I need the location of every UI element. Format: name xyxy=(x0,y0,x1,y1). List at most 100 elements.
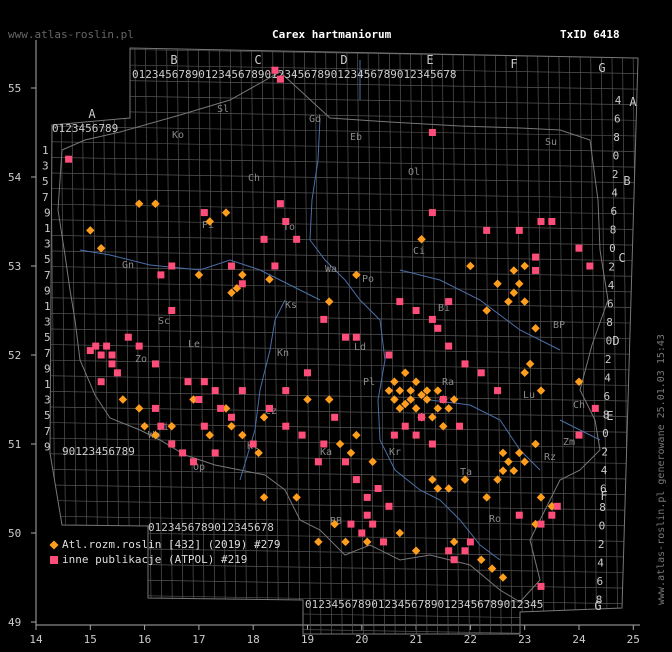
pink-point xyxy=(238,387,246,395)
pink-point xyxy=(227,413,235,421)
grid-line-v xyxy=(505,48,513,634)
grid-line-v xyxy=(229,48,237,634)
right-row-digit: 0 xyxy=(602,427,609,440)
grid-line-v xyxy=(388,48,396,634)
orange-point xyxy=(205,430,215,440)
region-label: To xyxy=(283,222,295,233)
pink-point xyxy=(537,582,545,590)
right-row-digit: 6 xyxy=(610,205,617,218)
region-label: Lu xyxy=(523,390,535,401)
orange-point xyxy=(395,404,405,413)
pink-point xyxy=(217,404,225,412)
pink-point xyxy=(586,262,594,270)
orange-point xyxy=(86,226,95,235)
left-row-digit: 7 xyxy=(44,269,51,282)
pink-point xyxy=(418,413,426,421)
pink-point xyxy=(227,262,235,270)
grid-line-h xyxy=(50,422,638,433)
grid-line-v xyxy=(208,48,216,634)
region-label: Ch xyxy=(573,400,585,411)
left-row-digit: 3 xyxy=(44,394,51,407)
x-tick-label: 21 xyxy=(409,633,422,646)
grid-line-h xyxy=(50,156,638,168)
region-label: Sc xyxy=(158,316,170,327)
grid-line-v xyxy=(611,48,619,634)
right-row-digit: 4 xyxy=(604,372,611,385)
region-label: Ro xyxy=(489,514,501,525)
pink-point xyxy=(97,378,105,386)
orange-point xyxy=(151,430,160,440)
grid-line-h xyxy=(50,359,638,371)
y-tick-label: 53 xyxy=(8,260,21,273)
grid-line-h xyxy=(50,63,638,74)
top-digits: 0123456789012345678901234567890123456789… xyxy=(132,68,457,81)
pink-point xyxy=(124,333,132,341)
grid-line-v xyxy=(367,48,375,634)
y-tick-label: 55 xyxy=(8,82,21,95)
grid-line-v xyxy=(251,48,258,634)
orange-point xyxy=(466,261,475,271)
orange-point xyxy=(531,439,540,449)
grid-line-v xyxy=(516,48,523,634)
legend-item-orange: Atl.rozm.roslin [432] (2019) #279 xyxy=(49,538,281,551)
orange-point xyxy=(509,266,519,275)
orange-point xyxy=(335,439,345,449)
orange-point xyxy=(482,493,491,502)
right-row-digit: 4 xyxy=(611,187,618,200)
pink-point xyxy=(456,422,464,430)
grid-line-h xyxy=(50,94,638,106)
orange-point xyxy=(449,537,459,547)
left-row-digit: 1 xyxy=(44,300,51,313)
region-label: Ta xyxy=(460,467,472,478)
pink-point xyxy=(168,307,176,314)
pink-point xyxy=(575,244,583,252)
orange-point xyxy=(341,537,350,547)
right-row-digit: 4 xyxy=(601,464,608,477)
orange-point xyxy=(536,386,546,395)
left-row-digit: 3 xyxy=(42,160,49,173)
grid-col-letter: D xyxy=(340,53,347,67)
region-label: Eb xyxy=(350,132,362,143)
species-title: Carex hartmaniorum xyxy=(272,28,392,41)
x-tick-label: 18 xyxy=(247,633,260,646)
orange-point xyxy=(504,457,513,467)
orange-point xyxy=(460,475,470,484)
region-label: Kn xyxy=(277,348,289,359)
pink-point xyxy=(537,218,545,225)
pink-point xyxy=(428,129,436,136)
orange-point xyxy=(433,404,443,413)
pink-point xyxy=(401,422,409,430)
pink-point xyxy=(320,440,328,448)
left-row-digit: 9 xyxy=(44,206,51,219)
x-tick-label: 16 xyxy=(138,633,151,646)
orange-point xyxy=(520,261,529,271)
region-label: Ci xyxy=(413,246,425,257)
pink-point xyxy=(483,226,491,234)
orange-point xyxy=(400,368,410,378)
orange-point xyxy=(525,359,535,369)
grid-row-letter: B xyxy=(623,174,630,188)
y-tick-label: 49 xyxy=(8,616,21,629)
left-row-digit: 1 xyxy=(44,378,51,391)
pink-point xyxy=(466,538,474,546)
orange-point xyxy=(444,484,453,493)
pink-point xyxy=(537,520,545,528)
pink-point xyxy=(363,511,371,519)
legend-label-pink: inne publikacje (ATPOL) #219 xyxy=(62,553,248,566)
occurrence-points xyxy=(65,66,599,590)
left-row-digit: 5 xyxy=(42,175,49,188)
region-label: Pl xyxy=(363,377,375,388)
pink-point xyxy=(276,200,284,208)
orange-point xyxy=(352,430,361,440)
orange-point xyxy=(422,395,432,404)
grid-line-v xyxy=(261,48,269,634)
grid-line-v xyxy=(176,48,184,634)
pink-point xyxy=(276,75,284,83)
right-row-digit: 0 xyxy=(606,335,613,348)
region-label: Ka xyxy=(320,447,332,458)
orange-point xyxy=(395,528,405,538)
pink-point xyxy=(157,422,165,430)
pink-point xyxy=(412,431,420,439)
grid-line-h xyxy=(50,250,638,262)
right-row-digit: 8 xyxy=(603,409,610,422)
